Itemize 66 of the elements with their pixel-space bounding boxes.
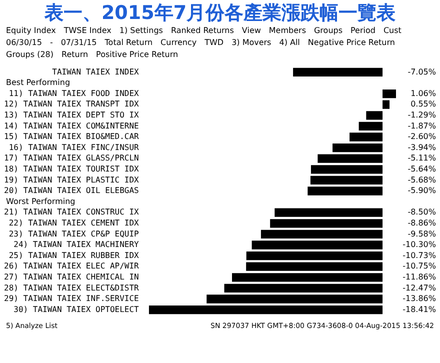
data-label: -11.86% xyxy=(402,272,436,282)
y-tick-label: 26) TAIWAN TAIEX ELEC AP/WIR xyxy=(4,262,140,271)
y-tick-label: 24) TAIWAN TAIEX MACHINERY xyxy=(14,240,140,250)
data-label: -5.68% xyxy=(408,175,436,184)
text: 3) Movers xyxy=(232,38,272,48)
data-label: -5.64% xyxy=(408,164,436,174)
y-tick-label: 17) TAIWAN TAIEX GLASS/PRCLN xyxy=(4,154,140,163)
data-label: -8.86% xyxy=(408,218,436,228)
text: 06/30/15 xyxy=(6,38,42,48)
data-label: -10.75% xyxy=(402,262,436,271)
data-label: -10.30% xyxy=(402,240,436,250)
data-label: -13.86% xyxy=(402,294,436,304)
data-label: -7.05% xyxy=(408,67,436,76)
data-label: -1.87% xyxy=(408,121,436,130)
y-tick-label: 16) TAIWAN TAIEX FINC/INSUR xyxy=(8,142,140,152)
y-tick-label: 13) TAIWAN TAIEX DEPT STO IX xyxy=(4,110,140,120)
chart-title: 表一、2015年7月份各產業漲跌幅一覽表 xyxy=(43,1,397,26)
text: Members xyxy=(268,26,306,36)
y-tick-label: 21) TAIWAN TAIEX CONSTRUC IX xyxy=(4,208,140,217)
data-label: -8.50% xyxy=(408,208,436,217)
text: Cust xyxy=(383,26,402,36)
text: - xyxy=(50,38,53,48)
y-tick-label: TAIWAN TAIEX INDEX xyxy=(52,67,140,76)
text: TWSE Index xyxy=(64,26,112,36)
text: Return xyxy=(62,50,88,60)
data-label: 0.55% xyxy=(410,100,436,109)
data-label: -5.11% xyxy=(408,154,436,163)
text: Currency xyxy=(160,38,197,48)
data-label: -1.29% xyxy=(408,110,436,120)
text: View xyxy=(242,26,261,36)
data-label: -18.41% xyxy=(402,304,436,314)
data-label: 1.06% xyxy=(410,88,436,98)
text: TWD xyxy=(204,38,224,48)
y-tick-label: 23) TAIWAN TAIEX CP&P EQUIP xyxy=(8,229,140,238)
text: 07/31/15 xyxy=(60,38,97,48)
text: Positive Price Return xyxy=(96,50,178,60)
data-label: -5.90% xyxy=(408,186,436,196)
text: Period xyxy=(350,26,376,36)
text: Worst Performing xyxy=(6,196,76,206)
text: Total Return xyxy=(104,38,153,48)
y-tick-label: 22) TAIWAN TAIEX CEMENT IDX xyxy=(8,218,140,228)
y-tick-label: 15) TAIWAN TAIEX BIO&MED.CAR xyxy=(4,132,140,142)
y-tick-label: 12) TAIWAN TAIEX TRANSPT IDX xyxy=(4,100,140,109)
text: Negative Price Return xyxy=(308,38,395,48)
text: Groups xyxy=(314,26,343,36)
data-label: -12.47% xyxy=(402,283,436,292)
y-tick-label: 18) TAIWAN TAIEX TOURIST IDX xyxy=(4,164,140,174)
y-tick-label: 19) TAIWAN TAIEX PLASTIC IDX xyxy=(4,175,140,184)
data-label: -2.60% xyxy=(408,132,436,142)
data-label: -10.73% xyxy=(402,250,436,260)
y-tick-label: 28) TAIWAN TAIEX ELECT&DISTR xyxy=(4,283,140,292)
text: 4) All xyxy=(279,38,300,48)
text: 1) Settings xyxy=(119,26,163,36)
y-tick-label: 30) TAIWAN TAIEX OPTOELECT xyxy=(14,304,140,314)
text: Equity Index xyxy=(6,26,56,36)
y-tick-label: 14) TAIWAN TAIEX COM&INTERNE xyxy=(4,121,140,130)
text: Ranked Returns xyxy=(170,26,234,36)
y-tick-label: 25) TAIWAN TAIEX RUBBER IDX xyxy=(8,250,140,260)
y-tick-label: 11) TAIWAN TAIEX FOOD INDEX xyxy=(8,88,140,98)
data-label: -9.58% xyxy=(408,229,436,238)
text: Groups (28) xyxy=(6,50,54,60)
data-label: -3.94% xyxy=(408,142,436,152)
y-tick-label: 27) TAIWAN TAIEX CHEMICAL IN xyxy=(4,272,140,282)
text: Best Performing xyxy=(6,78,70,88)
y-tick-label: 29) TAIWAN TAIEX INF.SERVICE xyxy=(4,294,140,304)
y-tick-label: 20) TAIWAN TAIEX OIL ELEBGAS xyxy=(4,186,140,196)
